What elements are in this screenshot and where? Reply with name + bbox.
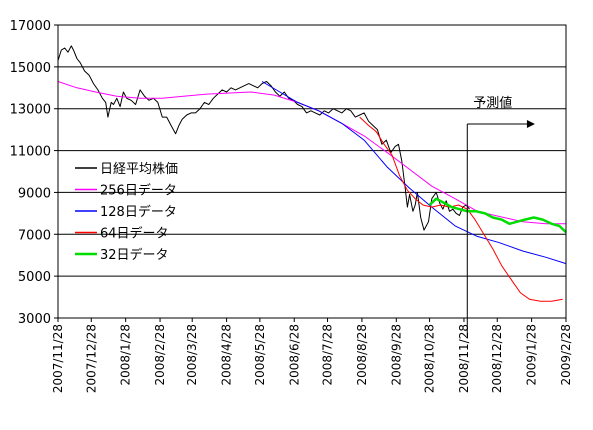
x-tick-label: 2008/1/28 [119,324,133,386]
plot-frame [57,24,567,319]
legend-label: 256日データ [100,183,177,199]
x-tick-label: 2008/2/28 [153,324,167,386]
legend: 日経平均株価 256日データ 128日データ 64日データ 32日データ [75,162,178,263]
annotation-layer: 予測値 [466,95,535,336]
x-tick-label: 2008/3/28 [185,324,199,386]
series-line-3 [261,81,567,265]
y-tick-label: 7000 [18,228,51,243]
x-tick-label: 2008/7/28 [321,324,335,386]
series-line-4 [359,116,563,302]
grid-layer [58,66,566,277]
y-tick-label: 13000 [10,103,51,118]
series-line-5 [428,197,567,234]
x-tick-label: 2007/12/28 [84,324,98,393]
y-tick-label: 9000 [18,186,51,201]
x-tick-label: 2008/10/28 [423,324,437,393]
axis-layer: 3000 5000 7000 9000 11000 13000 15000 17000 2007… [10,19,573,393]
y-tick-label: 3000 [18,312,51,327]
x-tick-label: 2008/8/28 [355,324,369,386]
x-tick-label: 2008/9/28 [389,324,403,386]
x-tick-label: 2009/2/28 [559,324,573,386]
x-tick-label: 2009/1/28 [525,324,539,386]
y-tick-label: 11000 [10,145,51,160]
x-tick-label: 2008/4/28 [220,324,234,386]
legend-label: 128日データ [100,204,177,220]
legend-label: 64日データ [100,226,169,242]
series-layer [57,45,567,302]
x-tick-label: 2008/6/28 [287,324,301,386]
forecast-label: 予測値 [473,95,512,111]
y-tick-label: 17000 [10,19,51,34]
y-tick-label: 5000 [18,270,51,285]
legend-label: 日経平均株価 [100,162,178,177]
x-tick-label: 2008/12/28 [490,324,504,393]
x-tick-label: 2007/11/28 [51,324,65,393]
x-tick-label: 2008/5/28 [253,324,267,386]
series-line-1 [57,45,470,231]
legend-label: 32日データ [100,247,169,263]
forecast-arrow-head [526,120,535,128]
x-tick-label: 2008/11/28 [457,324,471,393]
y-tick-label: 15000 [10,61,51,76]
